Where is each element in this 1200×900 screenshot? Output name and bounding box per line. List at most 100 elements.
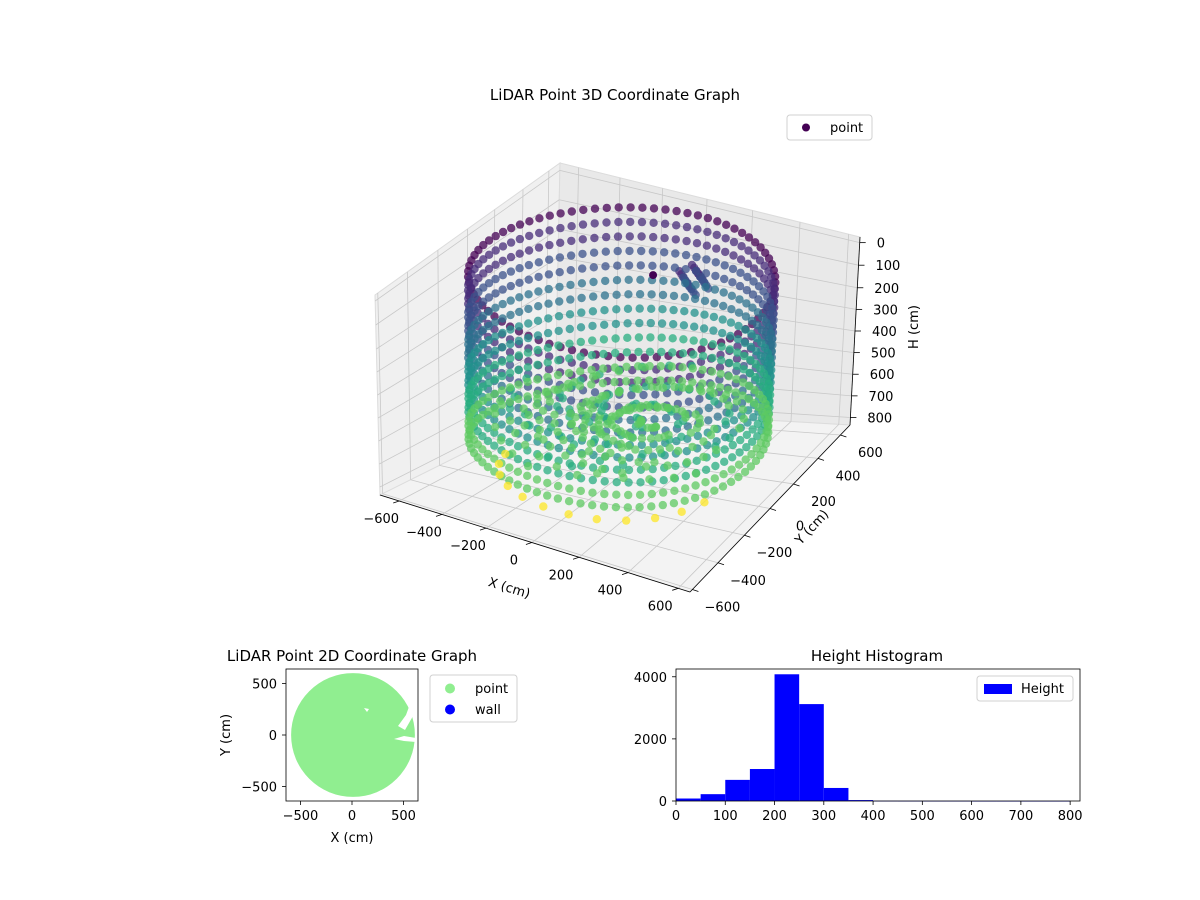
- y-tick-label-3d: −600: [705, 600, 741, 615]
- point-3d: [533, 462, 542, 472]
- x-tick-mark-3d: [572, 556, 580, 560]
- point-3d: [745, 368, 754, 378]
- point-3d: [535, 228, 544, 238]
- point-3d: [543, 328, 553, 338]
- point-3d: [611, 348, 620, 358]
- point-3d: [578, 450, 587, 459]
- point-3d: [706, 431, 716, 440]
- point-3d: [490, 441, 499, 450]
- point-3d: [717, 342, 726, 351]
- point-3d: [665, 443, 674, 452]
- point-3d: [718, 315, 727, 324]
- point-3d: [691, 481, 700, 490]
- point-3d: [555, 282, 564, 292]
- point-3d: [741, 325, 750, 334]
- legend-3d-label-point: point: [830, 121, 863, 136]
- point-3d: [637, 246, 646, 256]
- point-3d: [599, 349, 608, 359]
- point-3d: [501, 449, 510, 459]
- point-3d: [586, 439, 595, 448]
- point-3d: [543, 372, 552, 382]
- y-tick-label-3d: 600: [858, 446, 883, 461]
- point-3d: [565, 324, 574, 334]
- z-tick-label-3d: 400: [872, 325, 897, 340]
- legend-histogram-marker: [984, 684, 1012, 694]
- point-3d: [589, 248, 599, 257]
- point-3d: [506, 354, 515, 363]
- point-3d: [539, 502, 548, 511]
- point-3d: [598, 464, 607, 474]
- point-3d: [484, 264, 494, 274]
- point-3d: [576, 402, 585, 411]
- x-axis-label-3d: X (cm): [486, 575, 532, 602]
- point-3d: [589, 277, 598, 287]
- point-3d: [692, 252, 701, 262]
- point-3d: [613, 246, 622, 256]
- point-3d: [552, 462, 561, 471]
- point-3d: [484, 350, 493, 359]
- point-3d: [555, 253, 565, 262]
- point-3d: [719, 470, 728, 479]
- point-3d: [699, 324, 709, 333]
- x-tick-mark-3d: [479, 527, 487, 531]
- point-3d: [693, 431, 702, 441]
- x-tick-label-3d: 600: [648, 599, 673, 614]
- point-3d: [660, 248, 669, 257]
- point-3d: [748, 290, 758, 299]
- point-3d: [556, 238, 565, 247]
- scatter-3d-chart: LiDAR Point 3D Coordinate Graph −600 −400…: [363, 86, 922, 615]
- point-3d: [624, 275, 633, 284]
- point-3d: [497, 386, 507, 395]
- point-3d: [682, 236, 691, 246]
- point-3d: [612, 490, 621, 499]
- point-3d: [564, 383, 573, 392]
- point-3d: [658, 383, 668, 392]
- point-3d: [614, 217, 623, 227]
- point-3d: [754, 282, 764, 291]
- point-3d: [578, 235, 587, 244]
- point-3d: [505, 437, 514, 447]
- point-3d: [624, 465, 634, 475]
- point-3d: [687, 260, 697, 270]
- point-3d: [491, 317, 500, 327]
- ticks-2d: −500 0 500 500 0 −500: [241, 677, 416, 824]
- point-3d: [748, 425, 757, 434]
- point-3d: [682, 458, 692, 467]
- point-3d: [506, 325, 515, 334]
- point-3d: [704, 403, 713, 413]
- point-3d: [647, 304, 656, 313]
- point-3d: [624, 290, 633, 299]
- point-3d: [659, 476, 668, 485]
- point-3d: [729, 416, 739, 425]
- x-tick-label-2d: −500: [283, 809, 319, 824]
- point-3d: [624, 490, 633, 500]
- point-3d: [637, 217, 647, 227]
- point-3d: [587, 351, 597, 360]
- point-3d: [639, 390, 648, 400]
- point-3d: [647, 502, 656, 511]
- point-3d: [658, 290, 668, 300]
- point-3d: [515, 307, 524, 317]
- height-histogram-chart: Height Histogram 0 100 200 300 400 500 600 700 8…: [634, 647, 1083, 824]
- point-3d: [670, 263, 680, 272]
- point-3d: [739, 365, 748, 374]
- point-3d: [578, 249, 587, 259]
- point-3d: [725, 358, 734, 368]
- point-3d: [534, 243, 544, 252]
- point-3d: [646, 318, 655, 328]
- point-3d: [533, 345, 542, 355]
- point-3d: [645, 376, 654, 385]
- point-3d: [515, 220, 525, 229]
- point-3d: [576, 323, 586, 332]
- point-3d: [576, 499, 585, 508]
- point-3d: [661, 205, 670, 214]
- point-3d: [671, 461, 680, 471]
- point-3d: [515, 234, 525, 244]
- point-3d: [533, 316, 543, 325]
- point-3d: [658, 500, 667, 510]
- point-3d: [565, 339, 574, 348]
- legend-2d: point wall: [429, 674, 518, 723]
- point-3d: [503, 481, 512, 491]
- point-3d: [634, 419, 643, 429]
- y-tick-label-3d: −200: [757, 546, 793, 561]
